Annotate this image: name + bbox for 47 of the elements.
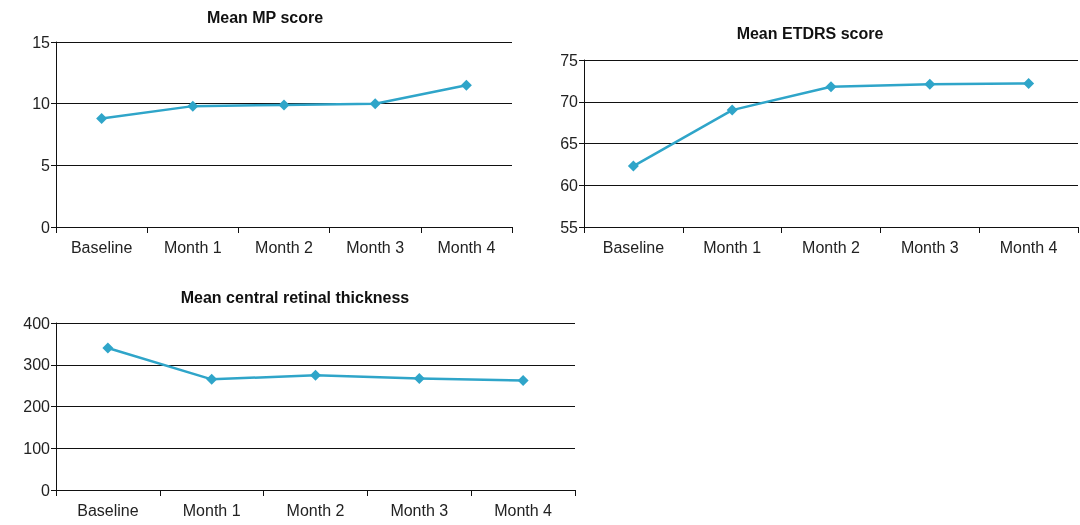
y-tick-label: 400 xyxy=(23,314,51,332)
point xyxy=(825,81,837,93)
point xyxy=(187,100,199,112)
x-tick-label: Baseline xyxy=(70,238,133,256)
point xyxy=(413,373,425,385)
point xyxy=(627,160,639,172)
y-tick-label: 15 xyxy=(32,33,51,51)
point xyxy=(726,104,738,116)
y-tick-label: 75 xyxy=(560,51,579,69)
point xyxy=(517,375,529,387)
x-tick-label: Baseline xyxy=(602,238,665,256)
chart-title: Mean MP score xyxy=(206,8,324,26)
point xyxy=(206,373,218,385)
chart-title: Mean central retinal thickness xyxy=(180,288,410,306)
y-tick-label: 100 xyxy=(23,439,51,457)
x-tick-label: Month 2 xyxy=(255,238,314,256)
x-tick-label: Month 4 xyxy=(999,238,1058,256)
point xyxy=(102,342,114,354)
x-tick-label: Month 4 xyxy=(437,238,496,256)
x-tick-label: Month 1 xyxy=(163,238,222,256)
x-tick-label: Month 3 xyxy=(346,238,405,256)
y-tick-label: 70 xyxy=(560,93,579,111)
point xyxy=(924,78,936,90)
x-tick-label: Month 3 xyxy=(390,501,449,519)
x-tick-label: Month 3 xyxy=(900,238,959,256)
y-tick-label: 300 xyxy=(23,356,51,374)
x-tick-label: Baseline xyxy=(77,501,139,519)
y-tick-label: 200 xyxy=(23,398,51,415)
y-tick-label: 5 xyxy=(41,156,51,174)
y-tick-label: 0 xyxy=(41,481,51,499)
point xyxy=(1023,77,1035,89)
y-tick-label: 55 xyxy=(560,218,579,236)
point xyxy=(369,98,381,110)
point xyxy=(278,99,290,111)
x-tick-label: Month 4 xyxy=(494,501,553,519)
y-tick-label: 65 xyxy=(560,135,579,152)
x-tick-label: Month 1 xyxy=(703,238,762,256)
point xyxy=(460,79,472,91)
x-tick-label: Month 2 xyxy=(286,501,345,519)
x-tick-label: Month 2 xyxy=(802,238,861,256)
point xyxy=(310,369,321,381)
y-tick-label: 10 xyxy=(32,95,51,113)
y-tick-label: 60 xyxy=(560,176,579,194)
x-tick-label: Month 1 xyxy=(182,501,241,519)
chart-title: Mean ETDRS score xyxy=(736,24,884,42)
point xyxy=(96,112,108,124)
y-tick-label: 0 xyxy=(41,218,51,236)
